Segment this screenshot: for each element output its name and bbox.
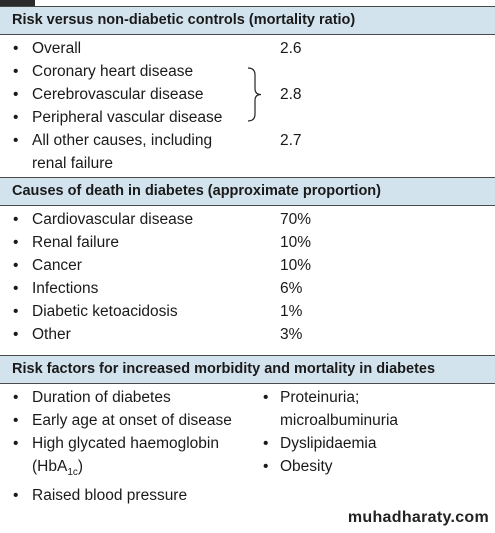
section: Risk factors for increased morbidity and… <box>0 355 495 507</box>
item-text: Raised blood pressure <box>32 487 188 505</box>
item-text: High glycated haemoglobin (HbA <box>32 435 219 475</box>
list-item: All other causes, including renal failur… <box>0 129 227 175</box>
section-title: Risk factors for increased morbidity and… <box>0 355 495 384</box>
item-text: Obesity <box>280 458 333 475</box>
row: Overall 2.6 <box>0 37 495 60</box>
row: Cancer 10% <box>0 254 495 277</box>
section-body: Duration of diabetes Early age at onset o… <box>0 384 495 507</box>
row: Diabetic ketoacidosis 1% <box>0 300 495 323</box>
list-item: Duration of diabetes <box>0 386 232 409</box>
row: All other causes, including renal failur… <box>0 129 495 175</box>
row: Coronary heart diseaseCerebrovascular di… <box>0 60 495 129</box>
row: Cardiovascular disease 70% <box>0 208 495 231</box>
value: 10% <box>280 257 312 274</box>
row: Other 3% <box>0 323 495 346</box>
items: Cardiovascular disease <box>0 208 230 231</box>
section-title: Risk versus non-diabetic controls (morta… <box>0 6 495 35</box>
section: Risk versus non-diabetic controls (morta… <box>0 6 495 179</box>
item-text: Dyslipidaemia <box>280 435 377 452</box>
value: 10% <box>280 234 312 251</box>
item-text: Duration of diabetes <box>32 389 171 406</box>
watermark: muhadharaty.com <box>347 509 489 527</box>
list-item: High glycated haemoglobin (HbA1c) <box>0 432 232 484</box>
section-title: Causes of death in diabetes (approximate… <box>0 177 495 206</box>
section-body: Cardiovascular disease 70% Renal failure 10… <box>0 206 495 350</box>
row: Infections 6% <box>0 277 495 300</box>
item-text: ) <box>77 458 84 475</box>
list-item: Cancer <box>0 254 230 277</box>
brace-path <box>247 67 262 122</box>
left-column: Duration of diabetes Early age at onset o… <box>0 386 250 507</box>
value: 70% <box>280 211 312 228</box>
items: All other causes, including renal failur… <box>0 129 230 175</box>
list-item: Obesity <box>250 455 470 478</box>
list-item: Renal failure <box>0 231 230 254</box>
list-item: Overall <box>0 37 230 60</box>
section: Causes of death in diabetes (approximate… <box>0 177 495 350</box>
value: 2.6 <box>280 40 302 57</box>
subscript: 1c <box>67 467 78 479</box>
items: Coronary heart diseaseCerebrovascular di… <box>0 60 230 129</box>
value: 3% <box>280 326 303 343</box>
row: Renal failure 10% <box>0 231 495 254</box>
value: 2.7 <box>280 132 302 149</box>
items: Diabetic ketoacidosis <box>0 300 230 323</box>
value: 2.8 <box>280 86 302 103</box>
items: Other <box>0 323 230 346</box>
section-body: Overall 2.6 Coronary heart diseaseCerebrov… <box>0 35 495 179</box>
list-item: Coronary heart disease <box>0 60 230 83</box>
list-item: Raised blood pressure <box>0 484 232 507</box>
list-item: Infections <box>0 277 230 300</box>
items: Renal failure <box>0 231 230 254</box>
list-item: Diabetic ketoacidosis <box>0 300 230 323</box>
columns: Duration of diabetes Early age at onset o… <box>0 386 495 507</box>
value: 6% <box>280 280 303 297</box>
list-item: Peripheral vascular disease <box>0 106 230 129</box>
value: 1% <box>280 303 303 320</box>
list-item: Cerebrovascular disease <box>0 83 230 106</box>
right-column: Proteinuria; microalbuminuria Dyslipidaem… <box>250 386 495 507</box>
brace <box>247 67 262 122</box>
list-item: Proteinuria; microalbuminuria <box>250 386 470 432</box>
items: Cancer <box>0 254 230 277</box>
list-item: Cardiovascular disease <box>0 208 230 231</box>
list-item: Other <box>0 323 230 346</box>
items: Overall <box>0 37 230 60</box>
list-item: Early age at onset of disease <box>0 409 232 432</box>
item-text: Proteinuria; microalbuminuria <box>280 389 399 429</box>
list-item: Dyslipidaemia <box>250 432 470 455</box>
items: Infections <box>0 277 230 300</box>
corner-strip <box>0 0 35 7</box>
item-text: Early age at onset of disease <box>32 412 232 429</box>
